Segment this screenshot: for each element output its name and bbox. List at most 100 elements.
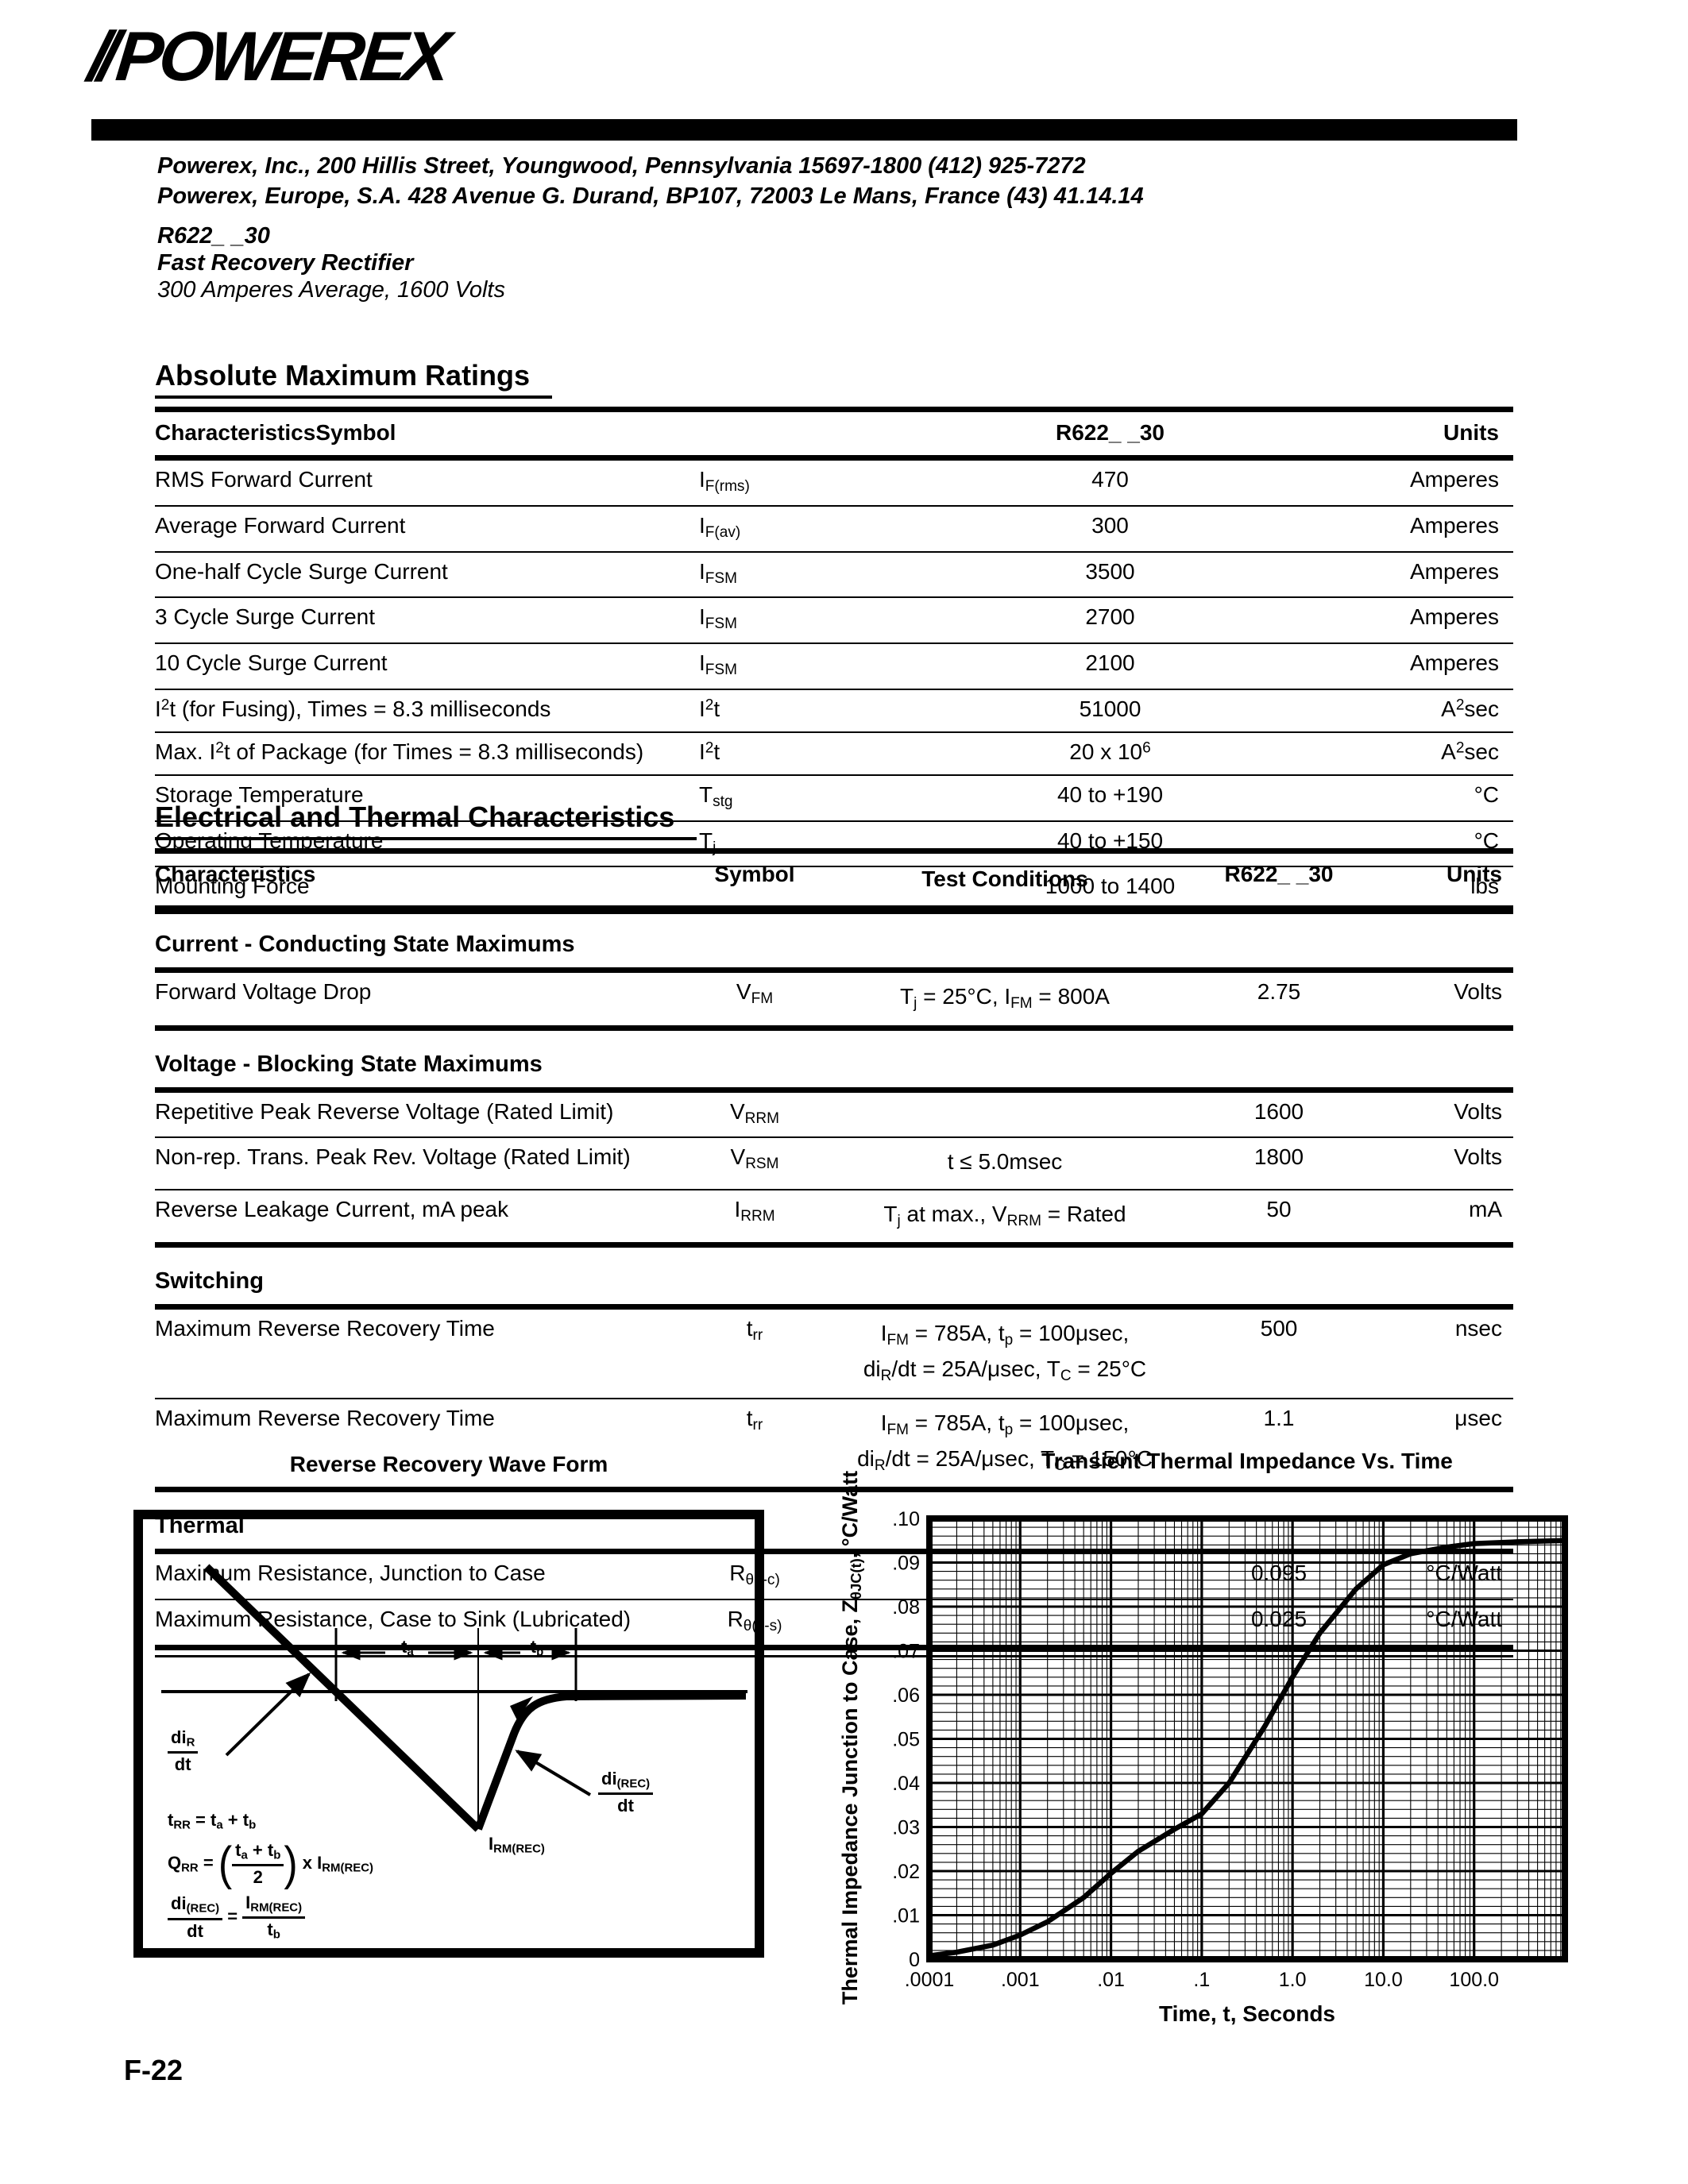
units-cell: °C/Watt (1426, 1561, 1502, 1586)
value-cell: 0.095 (1250, 1561, 1308, 1586)
value-cell: 1.1 (1263, 1405, 1295, 1430)
symbol-cell: Tstg (699, 781, 733, 810)
table-row: Maximum Reverse Recovery Time trr IFM = 78… (155, 1310, 1513, 1398)
svg-text:.05: .05 (892, 1729, 920, 1751)
units-cell: lbs (1470, 874, 1499, 899)
symbol-cell: IFSM (699, 604, 737, 632)
table-row: Maximum Resistance, Junction to Case Rθ(j… (155, 1554, 1513, 1599)
symbol-cell: IFSM (699, 650, 737, 678)
characteristic-cell: Mounting Force (155, 874, 310, 899)
characteristic-cell: Repetitive Peak Reverse Voltage (Rated L… (155, 1098, 614, 1124)
subsection-title: Current - Conducting State Maximums (155, 932, 575, 958)
value-cell: 1600 (1253, 1098, 1304, 1124)
characteristic-cell: One-half Cycle Surge Current (155, 558, 448, 584)
units-cell: Volts (1454, 1144, 1502, 1170)
divider (155, 1549, 1513, 1555)
units-cell: Volts (1454, 1098, 1502, 1124)
table-row: Storage Temperature Tstg 40 to +190 °C (155, 774, 1513, 820)
symbol-cell: IF(rms) (699, 467, 750, 495)
address-line-2: Powerex, Europe, S.A. 428 Avenue G. Dura… (157, 183, 1144, 209)
header-divider-bar (91, 119, 1517, 141)
divider (155, 1304, 1513, 1310)
units-cell: Amperes (1409, 650, 1499, 675)
symbol-cell: Tj (699, 828, 717, 856)
units-cell: μsec (1454, 1405, 1502, 1430)
units-cell: °C (1474, 781, 1499, 807)
part-number: R622_ _30 (157, 223, 270, 249)
characteristic-cell: 10 Cycle Surge Current (155, 650, 388, 675)
units-cell: A2sec (1441, 739, 1499, 764)
table-row: Operating Temperature Tj 40 to +150 °C (155, 820, 1513, 866)
electrical-thermal-section: Electrical and Thermal Characteristics C… (155, 801, 1513, 1657)
svg-text:.10: .10 (892, 1508, 920, 1530)
chart-y-axis-label: Thermal Impedance Junction to Case, ZθJC… (838, 1470, 864, 2005)
svg-text:10.0: 10.0 (1364, 1969, 1403, 1991)
value-cell: 20 x 106 (1069, 739, 1151, 764)
abs-max-header-row: CharacteristicsSymbol R622_ _30 Units (155, 412, 1513, 455)
divider (155, 1242, 1513, 1248)
divider (155, 967, 1513, 974)
table-row: Mounting Force 1000 to 1400 lbs (155, 866, 1513, 909)
col-header-characteristics-symbol: CharacteristicsSymbol (155, 420, 396, 445)
svg-text:.01: .01 (892, 1905, 920, 1927)
elec-title: Electrical and Thermal Characteristics (155, 801, 1513, 840)
col-header-units: Units (1443, 420, 1499, 445)
direc-dt-label: di(REC) dt (598, 1769, 654, 1815)
units-cell: Amperes (1409, 467, 1499, 492)
page-number: F-22 (124, 2054, 183, 2086)
symbol-cell: trr (746, 1405, 763, 1433)
table-row: RMS Forward Current IF(rms) 470 Amperes (155, 461, 1513, 505)
divider (155, 1086, 1513, 1093)
irm-rec-label: IRM(REC) (489, 1834, 545, 1856)
symbol-cell: IRRM (734, 1196, 775, 1225)
thermal-chart-title: Transient Thermal Impedance Vs. Time (1041, 1449, 1453, 1473)
value-cell: 51000 (1079, 696, 1141, 721)
svg-text:.06: .06 (892, 1684, 920, 1707)
company-addresses: Powerex, Inc., 200 Hillis Street, Youngw… (157, 151, 1144, 211)
trr-formula: tRR = ta + tb (168, 1810, 257, 1832)
col-header-units: Units (1447, 862, 1502, 886)
symbol-cell: I2t (699, 739, 720, 764)
part-title: Fast Recovery Rectifier (157, 250, 414, 276)
divider (155, 407, 1513, 412)
part-subtitle: 300 Amperes Average, 1600 Volts (157, 277, 505, 303)
conditions-cell: IFM = 785A, tp = 100μsec, diR/dt = 25A/μs… (857, 1410, 1153, 1474)
svg-text:.0001: .0001 (905, 1969, 955, 1991)
svg-text:.03: .03 (892, 1817, 920, 1839)
tb-label: tb (530, 1637, 544, 1659)
conditions-cell: Tj at max., VRRM = Rated (883, 1201, 1126, 1229)
table-row: Repetitive Peak Reverse Voltage (Rated L… (155, 1093, 1513, 1137)
value-cell: 470 (1091, 467, 1129, 492)
characteristic-cell: Maximum Reverse Recovery Time (155, 1316, 495, 1341)
divider (155, 1024, 1513, 1031)
value-cell: 300 (1091, 512, 1129, 538)
value-cell: 1800 (1253, 1144, 1304, 1170)
divider (155, 1487, 1513, 1493)
characteristic-cell: Forward Voltage Drop (155, 979, 372, 1005)
svg-text:.08: .08 (892, 1596, 920, 1619)
svg-text:.07: .07 (892, 1641, 920, 1663)
conditions-cell: t ≤ 5.0msec (947, 1149, 1063, 1175)
address-line-1: Powerex, Inc., 200 Hillis Street, Youngw… (157, 153, 1086, 179)
value-cell: 2700 (1085, 604, 1135, 630)
divider (155, 905, 1513, 912)
qrr-formula: QRR = (ta + tb 2) x IRM(REC) (168, 1837, 374, 1890)
col-header-part: R622_ _30 (1055, 420, 1165, 445)
value-cell: 2.75 (1257, 979, 1301, 1005)
symbol-cell: VFM (736, 979, 774, 1008)
symbol-cell: IFSM (699, 558, 737, 587)
svg-text:1.0: 1.0 (1279, 1969, 1307, 1991)
svg-text:.001: .001 (1001, 1969, 1040, 1991)
value-cell: 2100 (1085, 650, 1135, 675)
powerex-logo: //POWEREX (85, 16, 450, 97)
value-cell: 40 to +190 (1056, 781, 1164, 807)
characteristic-cell: Max. I2t of Package (for Times = 8.3 mil… (155, 739, 644, 764)
characteristic-cell: Non-rep. Trans. Peak Rev. Voltage (Rated… (155, 1144, 631, 1170)
table-row: I2t (for Fusing), Times = 8.3 millisecon… (155, 688, 1513, 731)
table-row: 3 Cycle Surge Current IFSM 2700 Amperes (155, 596, 1513, 642)
characteristic-cell: Reverse Leakage Current, mA peak (155, 1196, 509, 1221)
units-cell: Amperes (1409, 512, 1499, 538)
divider (155, 1644, 1513, 1657)
characteristic-cell: I2t (for Fusing), Times = 8.3 millisecon… (155, 696, 551, 721)
table-row: Max. I2t of Package (for Times = 8.3 mil… (155, 731, 1513, 774)
